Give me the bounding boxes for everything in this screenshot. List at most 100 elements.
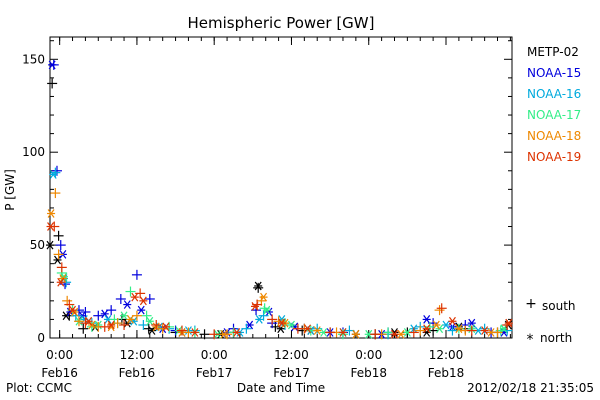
x-tick-time: 12:00: [274, 348, 309, 362]
north-point: [145, 316, 154, 326]
north-marker-label: north: [540, 331, 572, 345]
north-point: [254, 281, 263, 291]
south-point: [50, 188, 61, 199]
south-point: [144, 293, 155, 304]
north-point: [448, 316, 457, 326]
x-axis-ticks: 0:00 Feb16 12:00 Feb16 0:00 Feb17 12:00 Feb17 0:…: [41, 37, 511, 380]
x-tick-date: Feb16: [119, 366, 156, 380]
legend-item: METP-02: [527, 45, 579, 59]
south-point: [135, 288, 146, 299]
south-point: [55, 240, 66, 251]
legend-item: NOAA-17: [527, 108, 581, 122]
south-point: [273, 316, 284, 327]
north-point: [303, 324, 312, 334]
legend: METP-02 NOAA-15 NOAA-16 NOAA-17 NOAA-18 NOAA-…: [527, 45, 581, 164]
north-point: [250, 302, 259, 311]
north-point: [277, 318, 286, 328]
south-point: [119, 319, 130, 330]
south-point: [466, 325, 477, 336]
north-point: [454, 324, 463, 334]
south-point: [80, 318, 91, 329]
north-point: [259, 292, 268, 302]
x-tick-time: 0:00: [355, 348, 382, 362]
north-point: [287, 320, 296, 330]
north-point: [100, 309, 109, 319]
north-point: [120, 311, 129, 321]
plot-area-frame: [49, 36, 513, 339]
north-point: [480, 326, 489, 335]
north-point: [487, 328, 496, 337]
y-axis-ticks: 0 50 100 150: [22, 40, 512, 345]
south-point: [177, 325, 187, 336]
chart-title: Hemispheric Power [GW]: [188, 14, 375, 32]
north-point: [48, 60, 57, 70]
north-point: [56, 277, 65, 287]
south-point: [115, 293, 126, 304]
x-axis-label: Date and Time: [237, 381, 325, 395]
north-point: [68, 305, 77, 315]
south-point: [337, 329, 348, 340]
x-tick-date: Feb17: [196, 366, 233, 380]
x-tick-time: 0:00: [46, 348, 73, 362]
south-point: [258, 310, 269, 321]
legend-item: NOAA-19: [527, 150, 581, 164]
south-point: [209, 329, 220, 340]
north-point: [313, 326, 322, 335]
x-tick-date: Feb18: [350, 366, 387, 380]
south-point: [56, 262, 67, 273]
north-point: [338, 328, 347, 337]
x-tick-date: Feb16: [41, 366, 78, 380]
x-tick-time: 0:00: [201, 348, 228, 362]
north-point: [137, 305, 146, 315]
north-point: [432, 320, 441, 330]
north-point: [351, 329, 360, 339]
south-point: [93, 310, 104, 321]
x-tick-date: Feb18: [428, 366, 465, 380]
south-point: [383, 327, 394, 338]
north-point: [232, 328, 241, 337]
north-point: [126, 315, 135, 324]
y-tick-label: 0: [37, 331, 45, 345]
south-point: [64, 299, 75, 310]
north-marker-symbol: *: [527, 332, 534, 348]
y-tick-label: 150: [22, 52, 45, 66]
y-tick-label: 100: [22, 145, 45, 159]
south-point: [436, 303, 447, 314]
north-point: [62, 311, 71, 321]
plot-timestamp: 2012/02/18 21:35:05: [467, 381, 594, 395]
south-point: [292, 323, 303, 334]
north-point: [262, 305, 271, 315]
north-point: [390, 329, 399, 339]
north-point: [47, 209, 56, 218]
north-point: [504, 318, 513, 328]
south-point: [267, 314, 278, 325]
south-point: [151, 319, 162, 330]
south-point: [325, 327, 336, 338]
legend-item: NOAA-18: [527, 129, 581, 143]
south-point: [99, 321, 110, 332]
marker-legend: + south * north: [525, 296, 575, 348]
south-point: [199, 329, 210, 340]
y-tick-label: 50: [30, 238, 45, 252]
north-point: [147, 326, 156, 335]
plot-source: Plot: CCMC: [6, 381, 72, 395]
north-point: [422, 315, 431, 324]
north-point: [139, 296, 148, 306]
south-point: [415, 325, 426, 336]
north-point: [255, 315, 264, 324]
north-point: [190, 328, 199, 337]
north-point: [130, 292, 139, 302]
x-tick-time: 12:00: [429, 348, 464, 362]
south-point: [143, 323, 154, 334]
north-point: [49, 170, 58, 179]
y-axis-label: P [GW]: [3, 169, 17, 211]
legend-item: NOAA-15: [527, 66, 581, 80]
north-point: [123, 300, 132, 309]
south-point: [78, 323, 89, 334]
south-point: [73, 316, 84, 327]
north-point: [161, 322, 170, 332]
x-tick-date: Feb17: [273, 366, 310, 380]
north-point: [442, 320, 450, 330]
north-point: [53, 255, 62, 265]
